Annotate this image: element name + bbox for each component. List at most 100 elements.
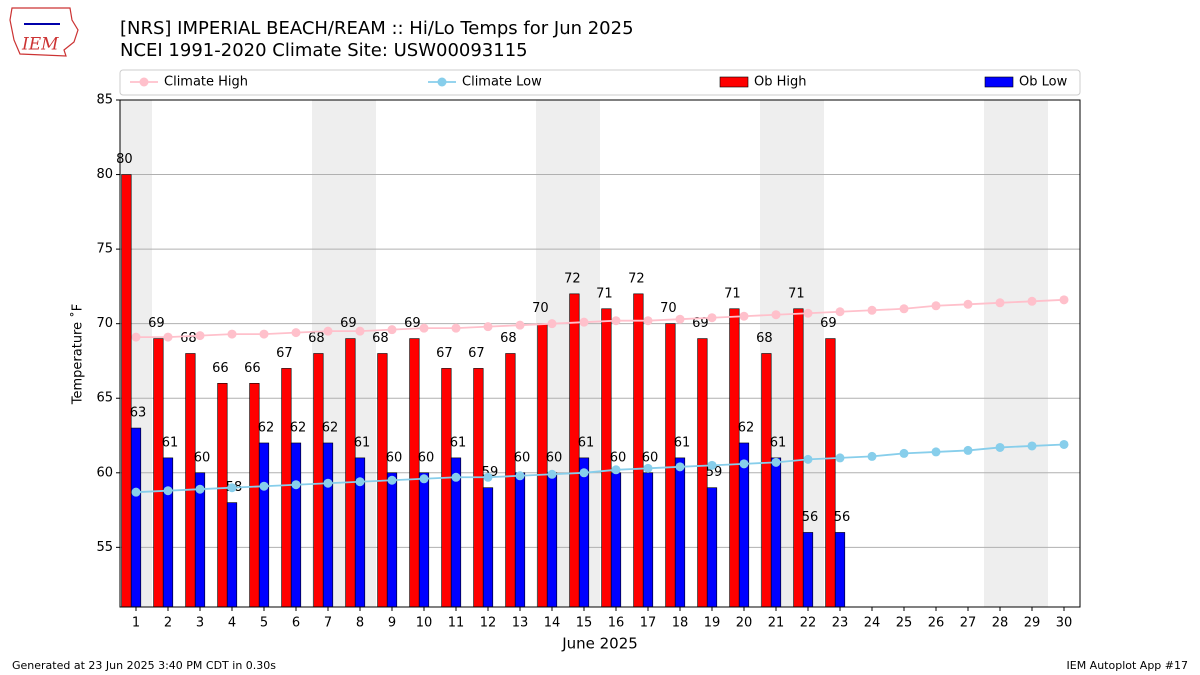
bar <box>290 442 302 608</box>
bar <box>642 472 654 608</box>
weekend-band <box>984 100 1016 607</box>
bar <box>249 383 260 608</box>
bar <box>441 368 452 608</box>
value-label: 60 <box>546 450 563 465</box>
legend-swatch-marker <box>139 77 149 87</box>
bar <box>162 457 174 608</box>
line <box>136 298 1065 338</box>
logo: IEM <box>9 7 79 57</box>
marker <box>323 326 333 336</box>
marker <box>611 316 621 326</box>
marker <box>131 487 141 497</box>
bar <box>514 472 526 608</box>
marker <box>483 472 493 482</box>
x-tick-label: 28 <box>992 616 1009 631</box>
y-tick-label: 75 <box>96 242 113 257</box>
marker <box>1027 441 1037 451</box>
bar <box>569 293 580 608</box>
marker <box>355 326 365 336</box>
bar <box>825 338 836 608</box>
bar <box>665 323 676 608</box>
bar <box>217 383 228 608</box>
value-label: 67 <box>276 346 293 361</box>
value-label: 62 <box>322 420 339 435</box>
bar <box>258 442 270 608</box>
marker <box>579 468 589 478</box>
value-label: 56 <box>802 510 819 525</box>
legend-label: Ob Low <box>1019 75 1068 90</box>
value-label: 71 <box>788 286 805 301</box>
x-tick-label: 5 <box>260 616 268 631</box>
x-tick-label: 13 <box>512 616 529 631</box>
marker <box>1027 296 1037 306</box>
logo-outline <box>9 7 79 57</box>
marker <box>419 323 429 333</box>
legend-item: Ob High <box>719 75 807 90</box>
marker <box>579 317 589 327</box>
marker <box>643 463 653 473</box>
value-label: 60 <box>610 450 627 465</box>
x-tick-label: 30 <box>1056 616 1073 631</box>
marker <box>259 481 269 491</box>
bar <box>802 532 814 608</box>
marker <box>195 331 205 341</box>
marker <box>963 299 973 309</box>
footer-left: Generated at 23 Jun 2025 3:40 PM CDT in … <box>12 659 276 672</box>
x-tick-label: 23 <box>832 616 849 631</box>
value-label: 67 <box>468 346 485 361</box>
value-label: 66 <box>244 361 261 376</box>
legend-label: Climate High <box>164 75 248 90</box>
y-tick-label: 55 <box>96 540 113 555</box>
x-tick-label: 18 <box>672 616 689 631</box>
marker <box>867 451 877 461</box>
marker <box>547 319 557 329</box>
bar <box>482 487 494 608</box>
marker <box>483 322 493 332</box>
x-tick-label: 17 <box>640 616 657 631</box>
y-tick-label: 85 <box>96 93 113 108</box>
y-axis-label: Temperature ˚F <box>70 304 86 405</box>
x-tick-label: 29 <box>1024 616 1041 631</box>
x-tick-label: 12 <box>480 616 497 631</box>
plot-area: 80 69 68 66 66 67 68 69 68 69 67 67 68 70 72 71 72 70 69 71… <box>116 99 1080 608</box>
bar <box>729 308 740 608</box>
bar <box>185 353 196 608</box>
value-label: 61 <box>162 435 179 450</box>
value-label: 80 <box>116 152 133 167</box>
bar <box>130 427 142 608</box>
value-label: 62 <box>738 420 755 435</box>
value-label: 62 <box>290 420 307 435</box>
marker <box>931 301 941 311</box>
marker <box>259 329 269 339</box>
marker <box>931 447 941 457</box>
x-tick-label: 27 <box>960 616 977 631</box>
bar <box>770 457 782 608</box>
bar <box>281 368 292 608</box>
x-tick-label: 7 <box>324 616 332 631</box>
bar <box>793 308 804 608</box>
legend-label: Climate Low <box>462 75 542 90</box>
x-tick-label: 26 <box>928 616 945 631</box>
bar <box>121 174 132 608</box>
x-tick-label: 20 <box>736 616 753 631</box>
marker <box>835 453 845 463</box>
x-tick-label: 2 <box>164 616 172 631</box>
y-tick-label: 70 <box>96 316 113 331</box>
value-label: 60 <box>642 450 659 465</box>
marker <box>995 442 1005 452</box>
legend-label: Ob High <box>754 75 807 90</box>
x-tick-label: 21 <box>768 616 785 631</box>
chart-title: [NRS] IMPERIAL BEACH/REAM :: Hi/Lo Temps… <box>120 18 634 39</box>
value-label: 61 <box>578 435 595 450</box>
value-label: 71 <box>724 286 741 301</box>
x-tick-label: 24 <box>864 616 881 631</box>
legend-item: Climate High <box>130 75 248 90</box>
footer-right: IEM Autoplot App #17 <box>1067 659 1189 672</box>
x-tick-label: 6 <box>292 616 300 631</box>
marker <box>163 332 173 342</box>
x-tick-label: 3 <box>196 616 204 631</box>
legend-swatch-marker <box>437 77 447 87</box>
bar <box>418 472 430 608</box>
value-label: 69 <box>820 316 837 331</box>
